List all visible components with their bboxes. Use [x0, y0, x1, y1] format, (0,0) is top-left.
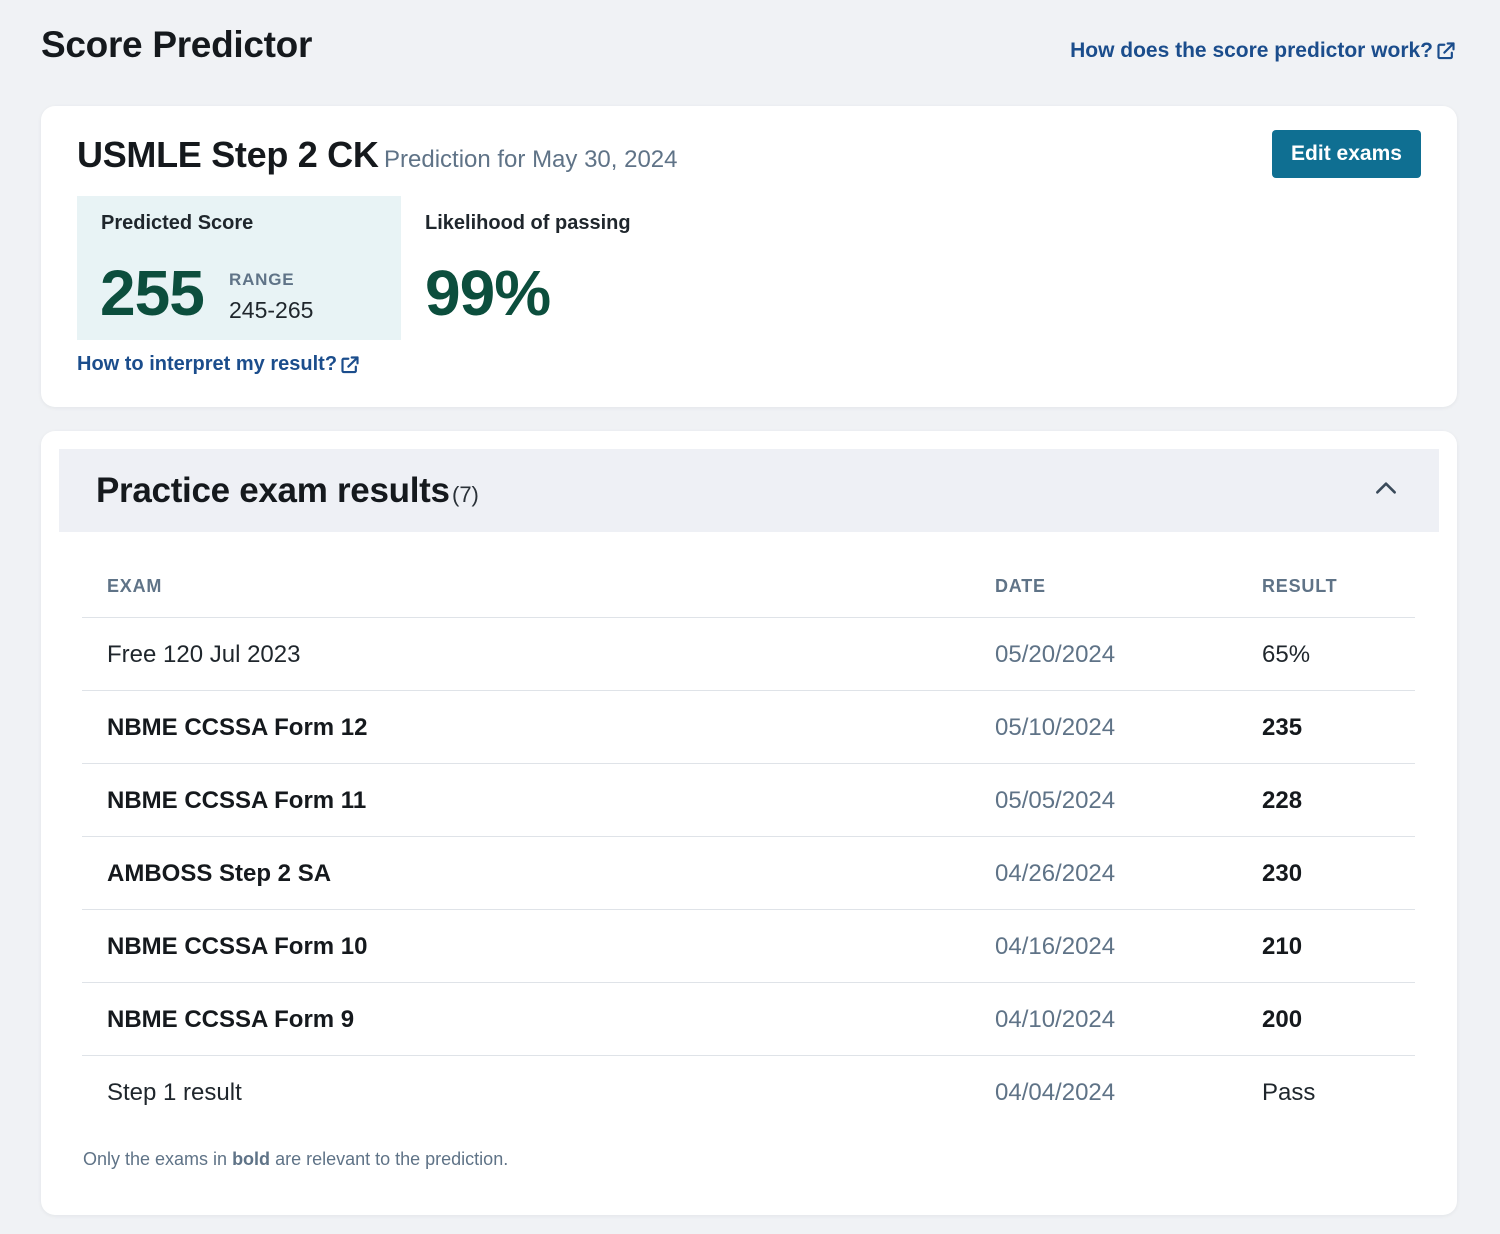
row-result: 235 — [1262, 714, 1303, 741]
table-row: NBME CCSSA Form 12 05/10/2024 235 — [82, 691, 1415, 764]
prediction-card: USMLE Step 2 CK Prediction for May 30, 2… — [41, 106, 1457, 407]
row-result: 65% — [1262, 641, 1311, 668]
chevron-up-icon[interactable] — [1373, 475, 1399, 501]
predicted-score-label: Predicted Score — [101, 212, 254, 234]
range-label: RANGE — [229, 270, 295, 289]
row-date: 05/05/2024 — [995, 787, 1116, 814]
row-exam: NBME CCSSA Form 9 — [107, 1006, 355, 1033]
practice-results-card: Practice exam results (7) EXAM DATE RESU… — [41, 431, 1457, 1215]
row-result: 210 — [1262, 933, 1303, 960]
table-row: NBME CCSSA Form 9 04/10/2024 200 — [82, 983, 1415, 1056]
row-exam: NBME CCSSA Form 10 — [107, 933, 368, 960]
predicted-score-box: Predicted Score 255 RANGE 245-265 — [77, 196, 401, 340]
score-predictor-help-link[interactable]: How does the score predictor work? — [1070, 39, 1456, 63]
practice-results-title: Practice exam results — [96, 471, 450, 510]
range-value: 245-265 — [229, 297, 314, 323]
external-link-icon — [1436, 41, 1456, 61]
likelihood-value: 99% — [425, 257, 551, 329]
interpret-result-link[interactable]: How to interpret my result? — [77, 353, 360, 376]
row-date: 04/26/2024 — [995, 860, 1116, 887]
row-date: 05/10/2024 — [995, 714, 1116, 741]
table-row: NBME CCSSA Form 11 05/05/2024 228 — [82, 764, 1415, 837]
column-header-date: DATE — [995, 576, 1046, 596]
edit-exams-button[interactable]: Edit exams — [1272, 130, 1421, 178]
row-result: 228 — [1262, 787, 1303, 814]
row-date: 05/20/2024 — [995, 641, 1116, 668]
row-exam: AMBOSS Step 2 SA — [107, 860, 332, 887]
table-row: Step 1 result 04/04/2024 Pass — [82, 1056, 1415, 1129]
row-date: 04/04/2024 — [995, 1079, 1116, 1106]
row-result: 200 — [1262, 1006, 1303, 1033]
relevance-footnote: Only the exams in bold are relevant to t… — [83, 1149, 508, 1170]
exam-title: USMLE Step 2 CK — [77, 134, 379, 175]
external-link-icon — [340, 355, 360, 375]
footnote-prefix: Only the exams in — [83, 1149, 233, 1169]
column-header-exam: EXAM — [107, 576, 163, 596]
table-row: AMBOSS Step 2 SA 04/26/2024 230 — [82, 837, 1415, 910]
row-date: 04/10/2024 — [995, 1006, 1116, 1033]
practice-results-header[interactable]: Practice exam results (7) — [59, 449, 1439, 532]
row-result: 230 — [1262, 860, 1303, 887]
interpret-link-label: How to interpret my result? — [77, 353, 338, 375]
prediction-date: Prediction for May 30, 2024 — [384, 146, 678, 173]
likelihood-label: Likelihood of passing — [425, 212, 631, 234]
practice-results-count: (7) — [452, 482, 479, 507]
row-exam: NBME CCSSA Form 11 — [107, 787, 367, 814]
row-date: 04/16/2024 — [995, 933, 1116, 960]
footnote-suffix: are relevant to the prediction. — [270, 1149, 509, 1169]
page-title: Score Predictor — [41, 24, 313, 65]
row-exam: Step 1 result — [107, 1079, 242, 1106]
row-result: Pass — [1262, 1079, 1316, 1106]
page-header: Score Predictor How does the score predi… — [41, 22, 1456, 72]
help-link-label: How does the score predictor work? — [1070, 39, 1433, 62]
footnote-bold-word: bold — [232, 1149, 271, 1169]
column-header-result: RESULT — [1262, 576, 1338, 596]
row-exam: Free 120 Jul 2023 — [107, 641, 301, 668]
results-table: EXAM DATE RESULT Free 120 Jul 2023 05/20… — [82, 561, 1415, 1129]
predicted-score-value: 255 — [100, 257, 205, 329]
table-row: NBME CCSSA Form 10 04/16/2024 210 — [82, 910, 1415, 983]
row-exam: NBME CCSSA Form 12 — [107, 714, 368, 741]
table-header-row: EXAM DATE RESULT — [82, 561, 1415, 618]
table-row: Free 120 Jul 2023 05/20/2024 65% — [82, 618, 1415, 691]
